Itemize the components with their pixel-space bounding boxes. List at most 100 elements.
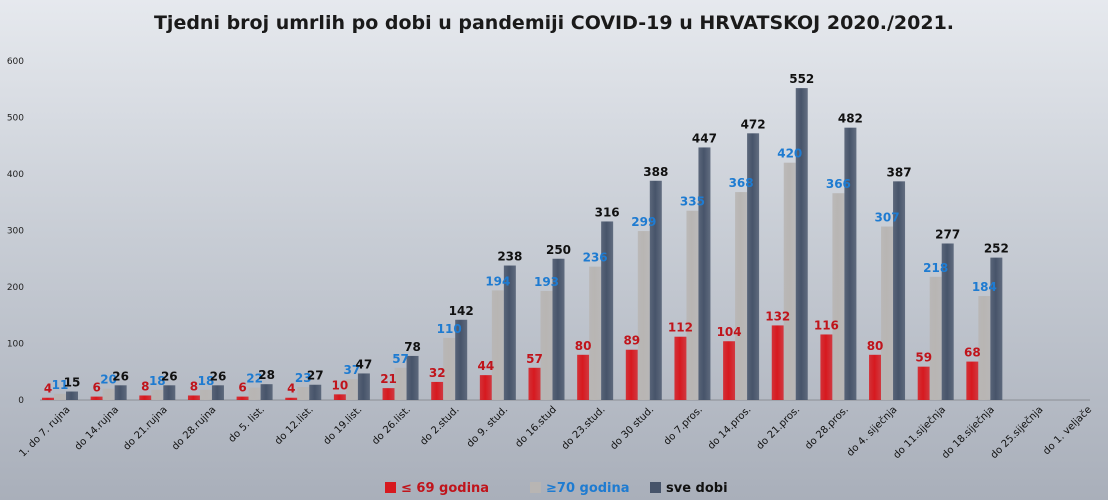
x-tick-label: do 1. veljače — [1041, 404, 1095, 458]
bar-0 — [723, 341, 736, 400]
x-tick-label: do 28.pros. — [803, 404, 851, 452]
bar-2 — [455, 319, 468, 400]
bar-1 — [881, 226, 894, 400]
data-label: 4 — [44, 382, 52, 396]
bar-2 — [114, 385, 127, 400]
x-tick-label: do 19.list. — [322, 404, 365, 447]
data-label: 316 — [595, 205, 620, 219]
data-label: 89 — [623, 334, 640, 348]
data-label: 482 — [838, 112, 863, 126]
data-label: 552 — [789, 72, 814, 86]
data-label: 472 — [741, 117, 766, 131]
data-label: 8 — [190, 379, 198, 393]
bar-0 — [528, 367, 541, 400]
bar-1 — [297, 387, 310, 400]
data-label: 10 — [332, 378, 349, 392]
chart-title: Tjedni broj umrlih po dobi u pandemiji C… — [154, 12, 954, 34]
bar-1 — [735, 192, 748, 400]
data-label: 15 — [64, 376, 81, 390]
bar-0 — [869, 354, 882, 400]
bar-0 — [285, 397, 298, 400]
bars — [42, 88, 1003, 401]
bar-2 — [941, 243, 954, 400]
bar-0 — [625, 349, 638, 400]
data-label: 47 — [356, 357, 373, 371]
x-tick-label: do 26.list. — [370, 404, 413, 447]
bar-1 — [686, 210, 699, 400]
bar-2 — [649, 180, 662, 400]
data-label: 78 — [404, 340, 421, 354]
data-label: 112 — [668, 321, 693, 335]
bar-1 — [929, 276, 942, 400]
data-label: 193 — [534, 275, 559, 289]
bar-2 — [990, 257, 1003, 400]
bar-0 — [431, 381, 444, 400]
legend-swatch-2 — [650, 482, 661, 493]
bar-2 — [698, 147, 711, 400]
data-label: 447 — [692, 131, 717, 145]
x-tick-label: do 16.stud — [513, 404, 559, 450]
bar-0 — [917, 366, 930, 400]
bar-0 — [187, 395, 200, 400]
bar-1 — [151, 389, 164, 400]
data-label: 299 — [631, 215, 656, 229]
data-label: 6 — [92, 381, 100, 395]
legend-swatch-0 — [385, 482, 396, 493]
data-label: 28 — [258, 368, 275, 382]
data-label: 104 — [717, 325, 742, 339]
data-label: 4 — [287, 382, 295, 396]
bar-2 — [211, 385, 224, 400]
x-tick-label: do 28.rujna — [170, 404, 218, 452]
data-label: 6 — [238, 381, 246, 395]
data-label: 11 — [52, 378, 69, 392]
data-label: 32 — [429, 366, 446, 380]
bar-0 — [90, 396, 103, 400]
bar-2 — [163, 385, 176, 400]
bar-1 — [248, 387, 261, 400]
data-label: 26 — [112, 369, 129, 383]
data-label: 68 — [964, 346, 981, 360]
data-label: 132 — [765, 309, 790, 323]
x-tick-label: 1. do 7. rujna — [17, 404, 72, 459]
bar-2 — [309, 384, 322, 400]
data-label: 110 — [437, 322, 462, 336]
bar-2 — [893, 181, 906, 400]
data-label: 184 — [972, 280, 997, 294]
legend-label-0: ≤ 69 godina — [401, 481, 489, 496]
bar-2 — [795, 88, 808, 401]
bar-1 — [637, 231, 650, 400]
bar-0 — [820, 334, 833, 400]
data-label: 18 — [198, 374, 215, 388]
x-tick-label: do 14.rujna — [73, 404, 121, 452]
legend-swatch-1 — [530, 482, 541, 493]
data-label: 22 — [246, 372, 263, 386]
bar-2 — [260, 384, 273, 400]
data-label: 57 — [392, 352, 409, 366]
data-label: 277 — [935, 227, 960, 241]
legend: ≤ 69 godina ≥70 godina sve dobi — [385, 481, 728, 496]
bar-0 — [577, 354, 590, 400]
x-tick-label: do 14.pros. — [706, 404, 754, 452]
bar-1 — [345, 379, 358, 400]
data-label: 27 — [307, 369, 324, 383]
data-label: 37 — [344, 363, 361, 377]
bar-1 — [783, 162, 796, 400]
bar-2 — [503, 265, 516, 400]
bar-0 — [236, 396, 249, 400]
bar-1 — [589, 266, 602, 400]
data-label: 194 — [485, 274, 510, 288]
data-label: 335 — [680, 195, 705, 209]
data-label: 236 — [583, 251, 608, 265]
y-tick-label: 500 — [7, 114, 24, 124]
bar-1 — [832, 193, 845, 400]
x-tick-label: do 7.pros. — [662, 404, 705, 447]
data-label: 20 — [100, 373, 117, 387]
data-label: 18 — [149, 374, 166, 388]
data-label: 368 — [729, 176, 754, 190]
data-label: 26 — [161, 369, 178, 383]
data-label: 80 — [575, 339, 592, 353]
bar-2 — [357, 373, 370, 400]
data-label: 80 — [867, 339, 884, 353]
